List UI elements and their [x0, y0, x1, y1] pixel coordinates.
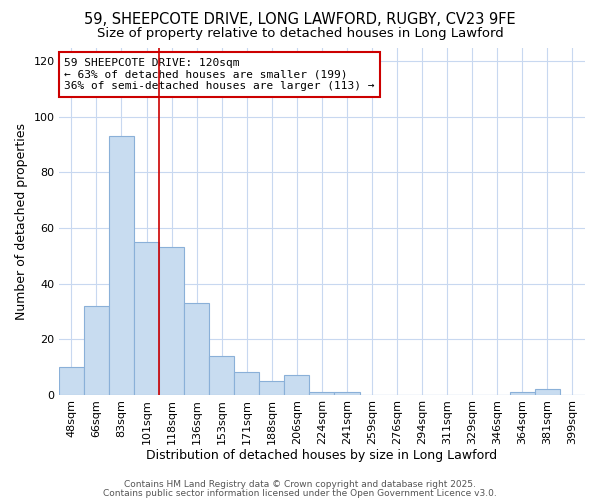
Y-axis label: Number of detached properties: Number of detached properties	[15, 122, 28, 320]
Text: 59, SHEEPCOTE DRIVE, LONG LAWFORD, RUGBY, CV23 9FE: 59, SHEEPCOTE DRIVE, LONG LAWFORD, RUGBY…	[84, 12, 516, 28]
Bar	[334, 392, 359, 394]
Bar	[510, 392, 535, 394]
Bar	[209, 356, 234, 395]
Bar	[259, 381, 284, 394]
Text: Contains HM Land Registry data © Crown copyright and database right 2025.: Contains HM Land Registry data © Crown c…	[124, 480, 476, 489]
Bar	[284, 375, 310, 394]
Bar	[310, 392, 334, 394]
Bar	[84, 306, 109, 394]
Bar	[159, 248, 184, 394]
X-axis label: Distribution of detached houses by size in Long Lawford: Distribution of detached houses by size …	[146, 450, 497, 462]
Text: Size of property relative to detached houses in Long Lawford: Size of property relative to detached ho…	[97, 28, 503, 40]
Bar	[134, 242, 159, 394]
Text: 59 SHEEPCOTE DRIVE: 120sqm
← 63% of detached houses are smaller (199)
36% of sem: 59 SHEEPCOTE DRIVE: 120sqm ← 63% of deta…	[64, 58, 374, 91]
Text: Contains public sector information licensed under the Open Government Licence v3: Contains public sector information licen…	[103, 488, 497, 498]
Bar	[234, 372, 259, 394]
Bar	[184, 303, 209, 394]
Bar	[109, 136, 134, 394]
Bar	[535, 389, 560, 394]
Bar	[59, 367, 84, 394]
